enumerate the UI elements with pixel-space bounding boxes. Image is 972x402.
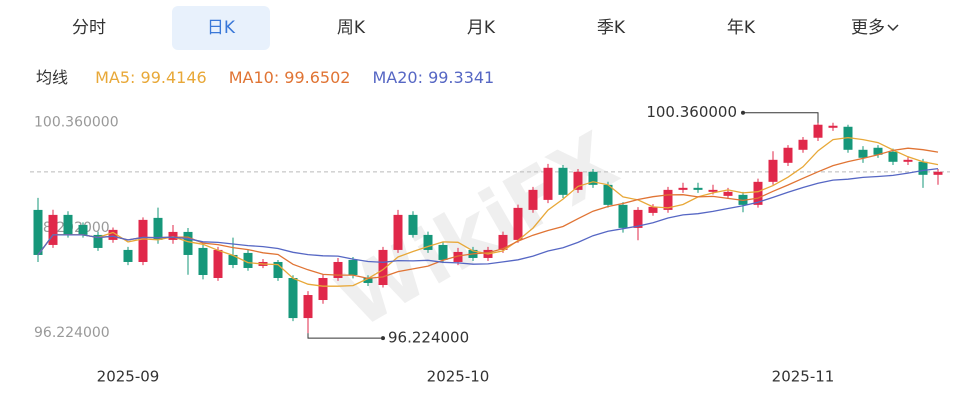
max-dot [741, 110, 745, 115]
candle-body [678, 187, 688, 190]
candle-body [33, 209, 43, 255]
candle-body [453, 251, 463, 262]
candle-body [888, 151, 898, 162]
candle-body [543, 167, 553, 200]
candle-body [528, 189, 538, 210]
candle-body [573, 171, 583, 190]
candle-body [273, 261, 283, 278]
ma-line [37, 167, 939, 265]
ma-legend-item: MA599.4146 [95, 68, 207, 87]
min-dot [381, 336, 385, 341]
candle-body [813, 124, 823, 138]
watermark: WikiFX [323, 116, 632, 346]
ma-legend-item: MA1099.6502 [229, 68, 351, 87]
candle-body [93, 234, 103, 248]
candle-body [228, 254, 238, 265]
candle-body [648, 206, 658, 213]
candle-body [288, 277, 298, 319]
candle-body [723, 191, 733, 196]
candle-body [138, 219, 148, 262]
candle-body [153, 217, 163, 240]
candle-body [393, 214, 403, 250]
candle-body [828, 125, 838, 128]
ma-value: 99.6502 [284, 68, 351, 87]
candle-body [378, 249, 388, 286]
ma-line [37, 136, 939, 287]
tab[interactable]: 分时 [72, 18, 106, 38]
candle-body [603, 184, 613, 205]
candle-body [903, 159, 913, 162]
candle-body [183, 231, 193, 255]
max-label: 100.360000 [646, 103, 737, 121]
tab[interactable]: 更多 [826, 6, 924, 50]
candle-body [873, 147, 883, 155]
tab[interactable]: 日K [172, 6, 270, 50]
chevron [887, 24, 899, 32]
candle-body [708, 189, 718, 192]
candle-body [933, 171, 943, 175]
candle-body [633, 209, 643, 228]
candle-body [78, 224, 88, 235]
candle-body [618, 204, 628, 228]
candle-body [303, 295, 313, 319]
ma-legend-item: MA2099.3341 [372, 68, 494, 87]
min-pointer [307, 333, 383, 339]
ma-name: MA10 [229, 68, 285, 87]
ma-name: MA5 [95, 68, 140, 87]
candle-body [918, 161, 928, 175]
candle-body [798, 139, 808, 150]
x-tick-label: 2025-09 [97, 368, 160, 386]
candle-body [198, 247, 208, 275]
candle-body [408, 214, 418, 235]
ma-line [37, 147, 939, 280]
tab[interactable]: 年K [726, 18, 756, 38]
candle-body [168, 231, 178, 240]
x-tick-label: 2025-10 [427, 368, 490, 386]
max-pointer [743, 112, 819, 123]
tab[interactable]: 月K [466, 18, 496, 38]
candle-body [423, 234, 433, 250]
candle-body [63, 214, 73, 235]
candle-body [348, 259, 358, 275]
tab[interactable]: 季K [596, 18, 626, 38]
y-tick-label: 96.224000 [34, 325, 110, 341]
ma-title: 均线 [36, 68, 69, 87]
candle-body [843, 126, 853, 150]
candle-body [858, 149, 868, 158]
y-tick-label: 100.360000 [34, 115, 119, 131]
candle-body [108, 229, 118, 240]
ma-value: 99.4146 [140, 68, 207, 87]
candle-body [318, 277, 328, 301]
candle-body [243, 252, 253, 268]
candle-body [558, 167, 568, 195]
x-tick-label: 2025-11 [772, 368, 835, 386]
candle-body [333, 261, 343, 278]
ma-legend: 均线 MA599.4146 MA1099.6502 MA2099.3341 [36, 64, 516, 88]
candle-body [363, 277, 373, 283]
candle-body [438, 244, 448, 260]
tab[interactable]: 周K [336, 18, 366, 38]
candle-body [213, 249, 223, 278]
candle-body [48, 214, 58, 245]
candle-body [753, 181, 763, 205]
ma-value: 99.3341 [428, 68, 495, 87]
candle-body [588, 171, 598, 185]
candle-body [783, 147, 793, 163]
candle-body [123, 249, 133, 262]
candle-body [663, 189, 673, 210]
candle-body [768, 159, 778, 182]
ma-name: MA20 [372, 68, 428, 87]
candle-body [693, 187, 703, 190]
candle-body [513, 207, 523, 240]
candle-body [498, 234, 508, 250]
tab-bar: 分时 日K 周K 月K 季K 年K 更多 [0, 6, 972, 50]
min-label: 96.224000 [388, 329, 469, 347]
